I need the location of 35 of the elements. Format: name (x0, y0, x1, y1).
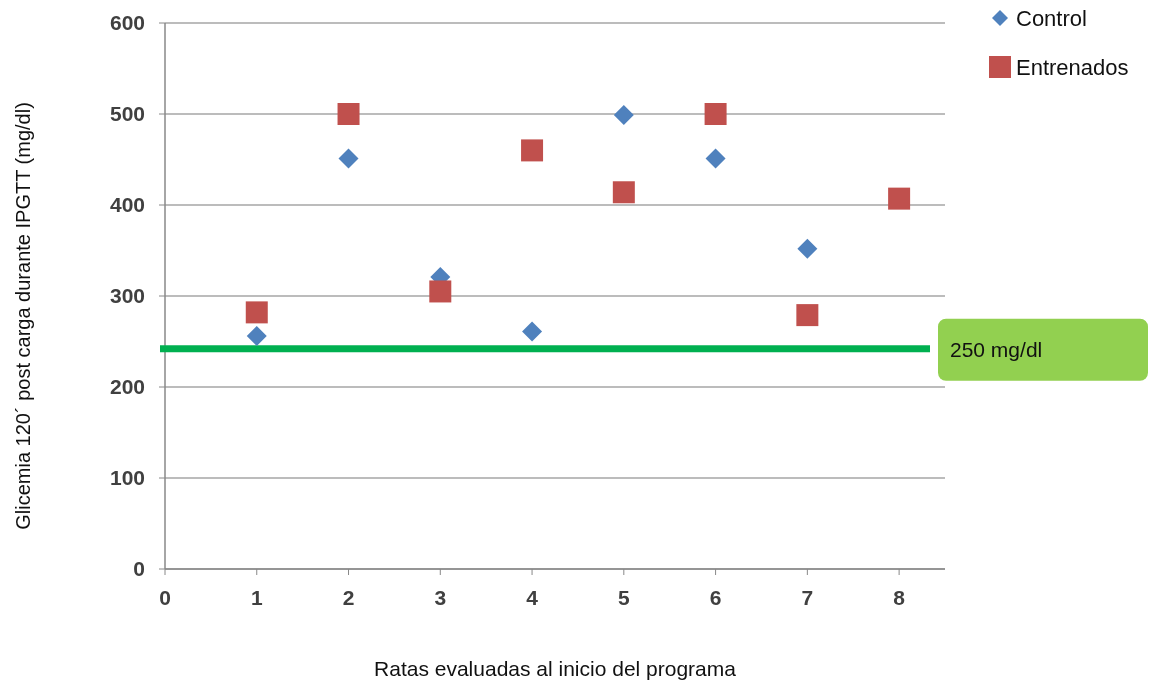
point (796, 304, 819, 327)
point (613, 104, 634, 125)
x-tick-label: 5 (617, 586, 630, 609)
y-axis-title: Glicemia 120´ post carga durante IPGTT (mg/dl) (12, 102, 34, 530)
point (521, 139, 544, 162)
x-tick-label: 2 (342, 586, 355, 609)
point (705, 148, 726, 169)
x-tick-label: 4 (526, 586, 539, 609)
point (888, 187, 911, 210)
point (337, 103, 360, 125)
point (704, 103, 727, 125)
x-tick-label: 3 (434, 586, 447, 609)
point (797, 238, 818, 259)
point (246, 326, 267, 347)
point (429, 280, 452, 303)
x-tick-label: 7 (801, 586, 814, 609)
y-tick-label: 200 (109, 375, 145, 399)
x-axis-title: Ratas evaluadas al inicio del programa (374, 657, 737, 680)
legend-label: Control (1016, 5, 1087, 31)
y-tick-label: 300 (109, 284, 145, 308)
point (245, 301, 268, 324)
point (522, 321, 543, 342)
legend-label: Entrenados (1016, 54, 1129, 80)
y-tick-label: 0 (133, 557, 145, 581)
x-tick-label: 0 (159, 586, 171, 609)
point (338, 148, 359, 169)
point (612, 181, 635, 204)
x-tick-label: 8 (893, 586, 906, 609)
x-tick-label: 6 (709, 586, 722, 609)
x-tick-label: 1 (250, 586, 263, 609)
y-tick-label: 500 (109, 102, 145, 126)
y-tick-label: 600 (109, 11, 145, 35)
ref-line-label: 250 mg/dl (950, 338, 1043, 362)
y-tick-label: 100 (109, 466, 145, 490)
y-tick-label: 400 (109, 193, 145, 217)
